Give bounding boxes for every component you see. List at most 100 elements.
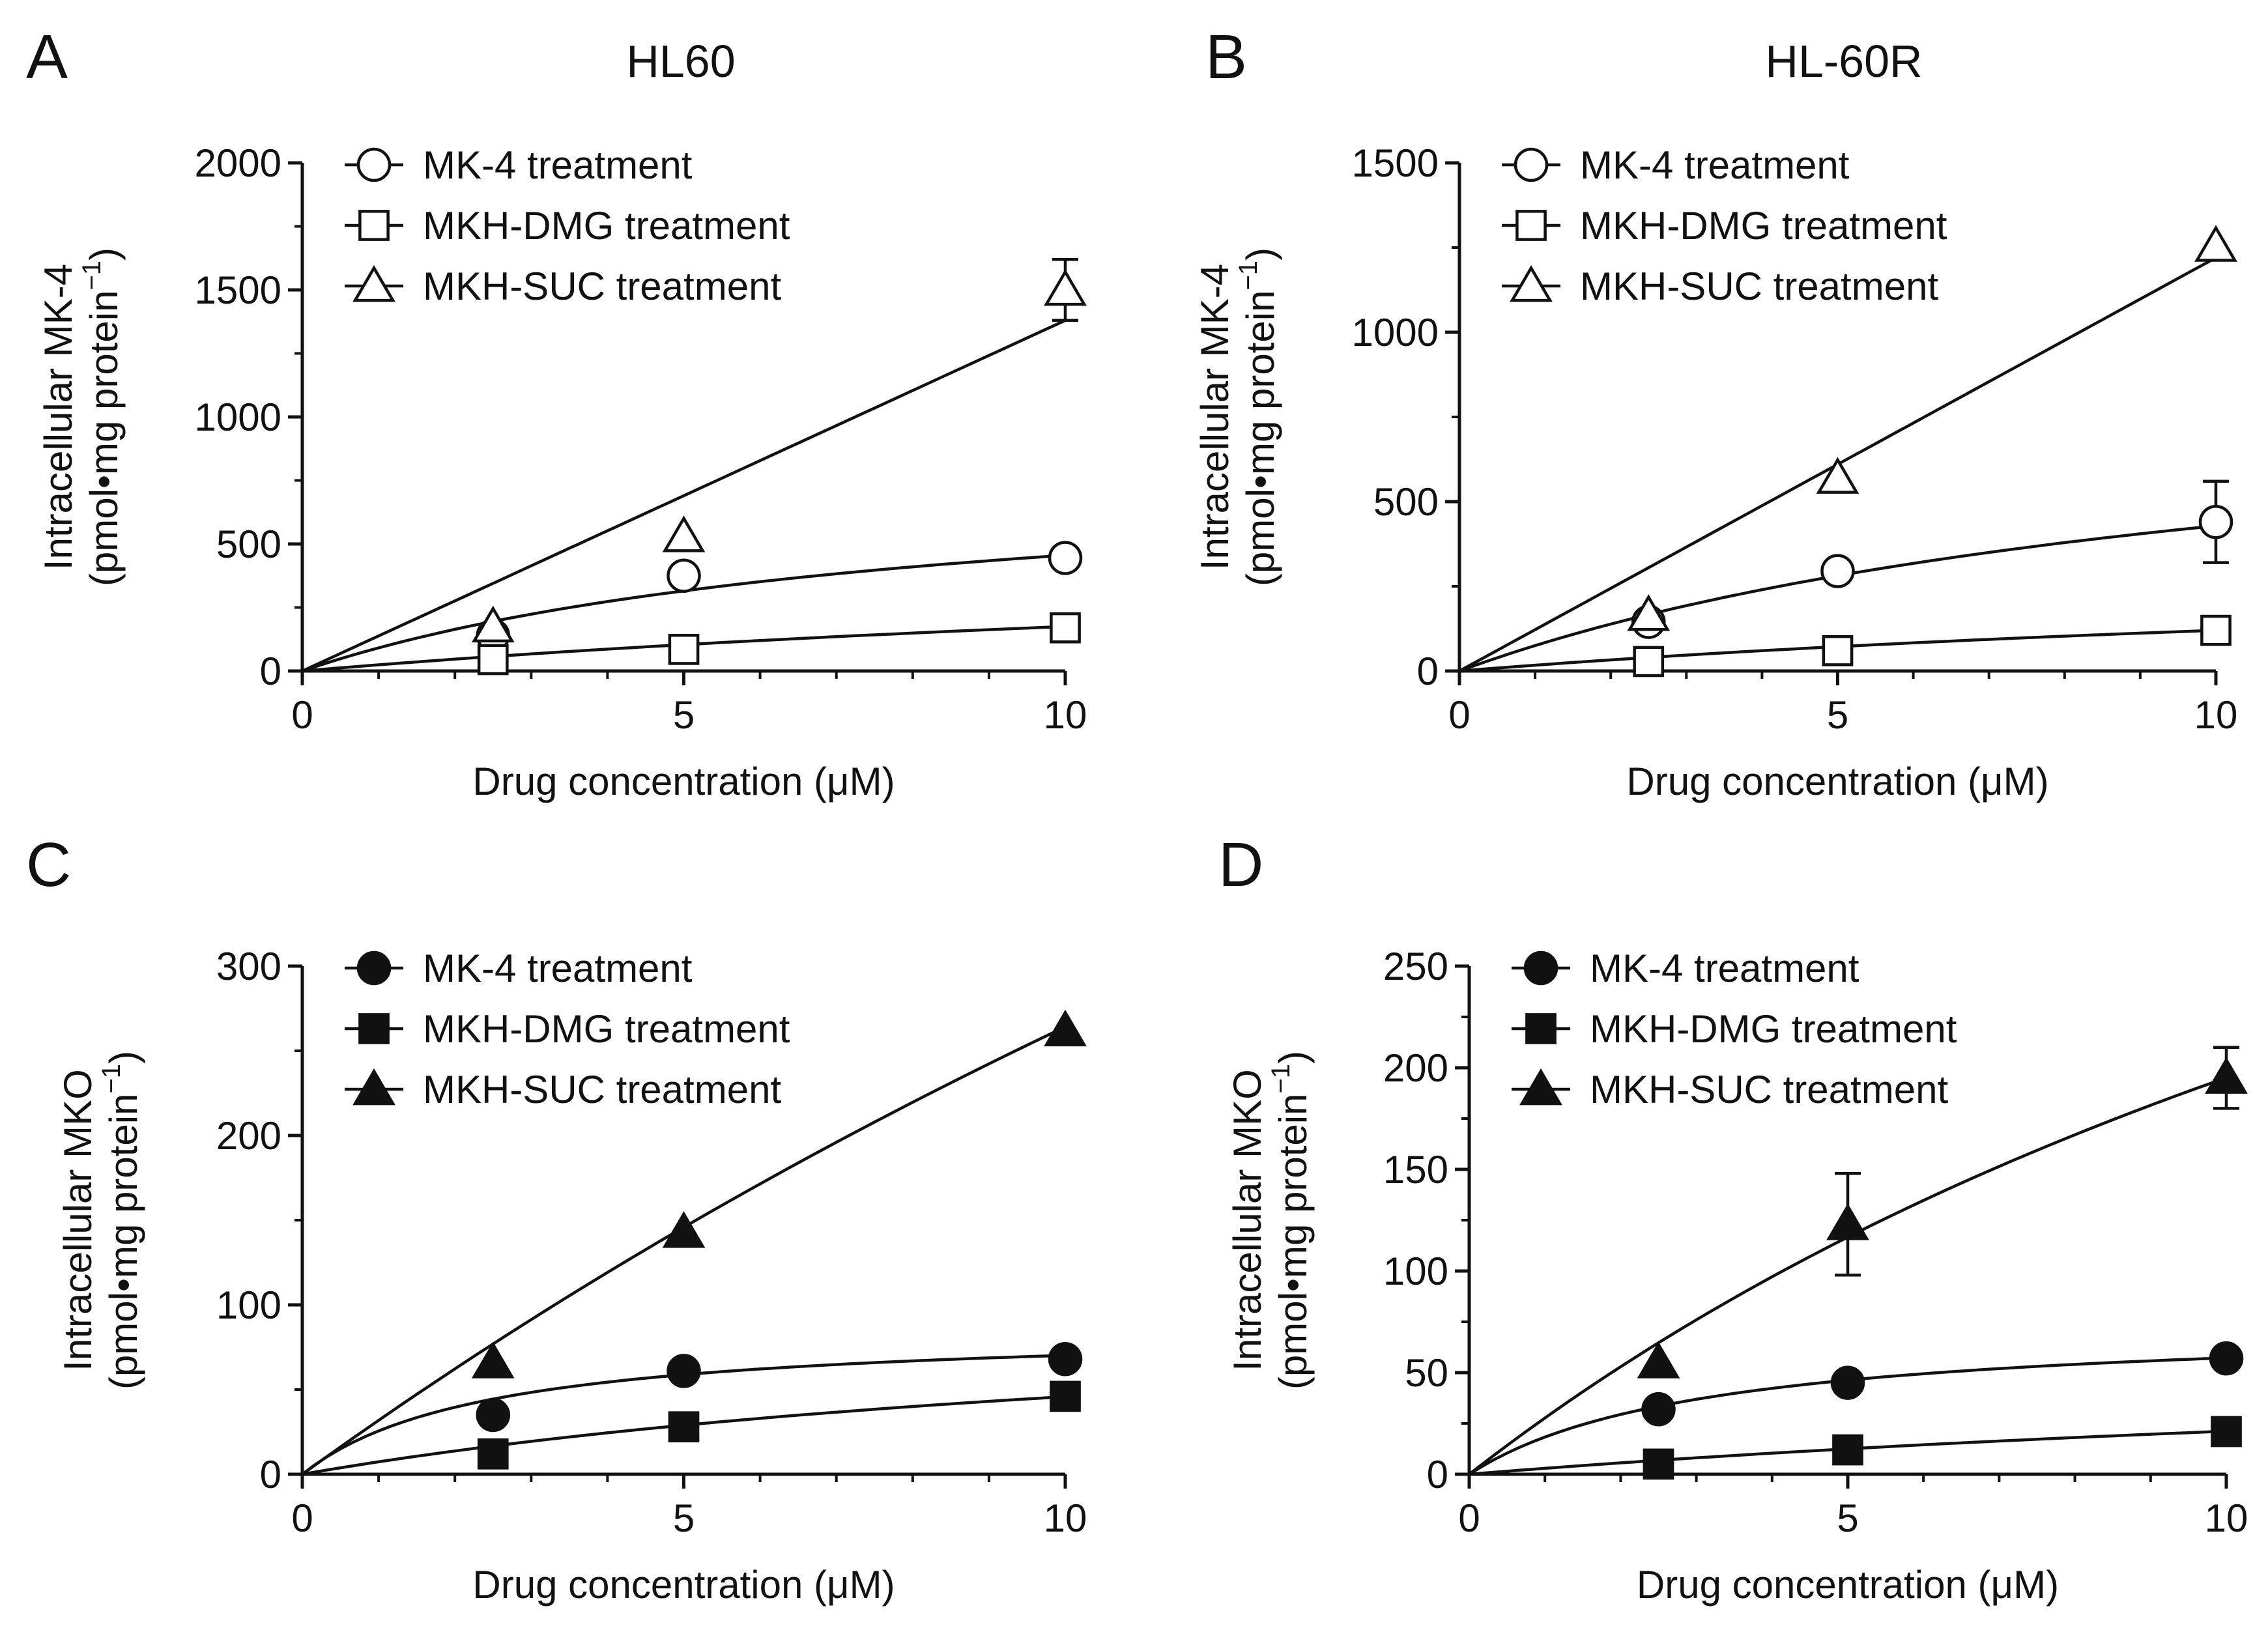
y-tick-label: 1000: [1352, 311, 1439, 354]
data-point-triangle: [2194, 225, 2237, 262]
legend-square-marker: [1525, 1013, 1557, 1044]
y-tick-label: 2000: [195, 141, 281, 185]
y-tick-label: 0: [1417, 650, 1439, 693]
y-axis-label-line2: (pmol•mg protein−1): [1267, 1051, 1315, 1390]
data-point-circle: [476, 1397, 510, 1433]
data-point-circle: [1830, 1365, 1865, 1400]
y-axis-label-unit: (pmol•mg protein: [82, 291, 126, 587]
y-axis-label-line1: Intracellular MKO: [56, 1069, 100, 1371]
data-point-triangle: [2205, 1057, 2248, 1094]
panel-letter: C: [26, 830, 71, 900]
y-axis-label-superscript: −1: [78, 261, 106, 291]
y-tick-label: 0: [260, 1453, 281, 1496]
legend-label: MK-4 treatment: [423, 143, 693, 187]
y-axis-label-line1: Intracellular MKO: [1226, 1069, 1269, 1371]
legend-label: MKH-SUC treatment: [1590, 1068, 1948, 1111]
x-axis-label: Drug concentration (μM): [1626, 760, 2048, 803]
y-axis-label-close: ): [102, 1051, 145, 1064]
y-axis-label-superscript: −1: [97, 1064, 126, 1094]
data-point-square: [1643, 1448, 1674, 1480]
legend-label: MK-4 treatment: [1590, 947, 1859, 990]
y-tick-label: 300: [216, 945, 281, 988]
legend-label: MKH-SUC treatment: [423, 264, 781, 308]
data-point-circle: [2198, 504, 2233, 539]
data-point-square: [2211, 1416, 2242, 1448]
legend-circle-marker: [356, 147, 392, 182]
y-axis-label-superscript: −1: [1267, 1064, 1295, 1094]
y-axis-label-line2: (pmol•mg protein−1): [1234, 248, 1282, 586]
data-point-triangle: [1627, 594, 1671, 631]
y-axis-label-unit: (pmol•mg protein: [1239, 291, 1282, 587]
data-point-square: [477, 644, 509, 676]
data-point-triangle: [662, 1211, 706, 1248]
data-point-square: [1633, 646, 1665, 678]
y-axis-label-close: ): [82, 248, 126, 261]
data-point-triangle: [662, 515, 706, 552]
data-point-square: [2200, 614, 2232, 646]
y-axis-label-line2: (pmol•mg protein−1): [97, 1051, 145, 1390]
panel-d: D 0 50 100 150 200 250 0 5 10 Drug concentration (…: [1218, 830, 2248, 1607]
legend-triangle-marker: [1510, 264, 1553, 302]
y-tick-label: 100: [216, 1283, 281, 1327]
legend-label: MKH-DMG treatment: [1580, 204, 1947, 248]
y-axis-label-close: ): [1271, 1051, 1315, 1064]
legend-label: MKH-DMG treatment: [1590, 1007, 1957, 1051]
x-tick-label: 5: [673, 693, 695, 737]
fit-curve-triangle: [302, 319, 1066, 673]
legend-label: MKH-DMG treatment: [423, 204, 790, 248]
panel-title: HL-60R: [1765, 36, 1922, 87]
legend-circle-marker: [1514, 147, 1549, 182]
data-point-circle: [1820, 554, 1855, 588]
data-point-square: [1050, 1380, 1081, 1412]
y-tick-label: 200: [216, 1114, 281, 1158]
x-axis-label: Drug concentration (μM): [472, 1563, 895, 1607]
y-tick-label: 250: [1383, 945, 1448, 988]
data-point-triangle: [1816, 457, 1859, 494]
legend-square-marker: [358, 1013, 390, 1044]
y-tick-label: 500: [216, 522, 281, 566]
y-tick-label: 1500: [195, 268, 281, 312]
y-tick-label: 50: [1405, 1351, 1448, 1395]
x-tick-label: 10: [1044, 1496, 1087, 1540]
data-point-square: [1832, 1434, 1863, 1466]
legend-circle-marker: [356, 950, 392, 986]
legend-square-marker: [1515, 210, 1547, 241]
x-tick-label: 5: [673, 1496, 695, 1540]
x-tick-label: 0: [291, 693, 313, 737]
y-tick-label: 150: [1383, 1148, 1448, 1192]
legend-triangle-marker: [1519, 1068, 1562, 1106]
data-point-circle: [667, 558, 701, 593]
data-point-circle: [1048, 541, 1083, 575]
data-point-square: [1050, 612, 1081, 644]
x-tick-label: 0: [1448, 693, 1470, 737]
panel-letter: A: [26, 22, 68, 92]
data-point-circle: [1048, 1341, 1083, 1377]
data-point-triangle: [1044, 268, 1087, 306]
data-point-triangle: [471, 605, 515, 643]
y-axis-label-close: ): [1239, 248, 1282, 261]
y-tick-label: 100: [1383, 1250, 1448, 1293]
legend-square-marker: [358, 210, 390, 241]
y-axis-label-superscript: −1: [1234, 261, 1263, 291]
y-axis-label-line1: Intracellular MK-4: [1193, 264, 1237, 570]
data-point-square: [668, 634, 700, 665]
x-tick-label: 5: [1827, 693, 1848, 737]
y-axis-label-line2: (pmol•mg protein−1): [78, 248, 126, 586]
data-point-triangle: [471, 1341, 515, 1378]
x-axis-label: Drug concentration (μM): [1637, 1563, 2059, 1607]
legend-label: MKH-DMG treatment: [423, 1007, 790, 1051]
data-point-square: [477, 1438, 509, 1470]
data-point-circle: [667, 1354, 701, 1388]
data-point-triangle: [1044, 1009, 1087, 1047]
y-tick-label: 0: [1427, 1453, 1448, 1496]
legend-triangle-marker: [352, 264, 395, 302]
data-point-circle: [2209, 1341, 2244, 1376]
data-point-circle: [1641, 1392, 1676, 1427]
y-tick-label: 500: [1373, 480, 1439, 524]
panel-b: B HL-60R 0 500 1000 1500 0 5 10 Drug concentratio…: [1193, 22, 2237, 803]
x-tick-label: 10: [2205, 1496, 2248, 1540]
legend-label: MKH-SUC treatment: [423, 1068, 781, 1111]
legend-triangle-marker: [352, 1068, 395, 1106]
data-point-square: [1822, 635, 1854, 666]
